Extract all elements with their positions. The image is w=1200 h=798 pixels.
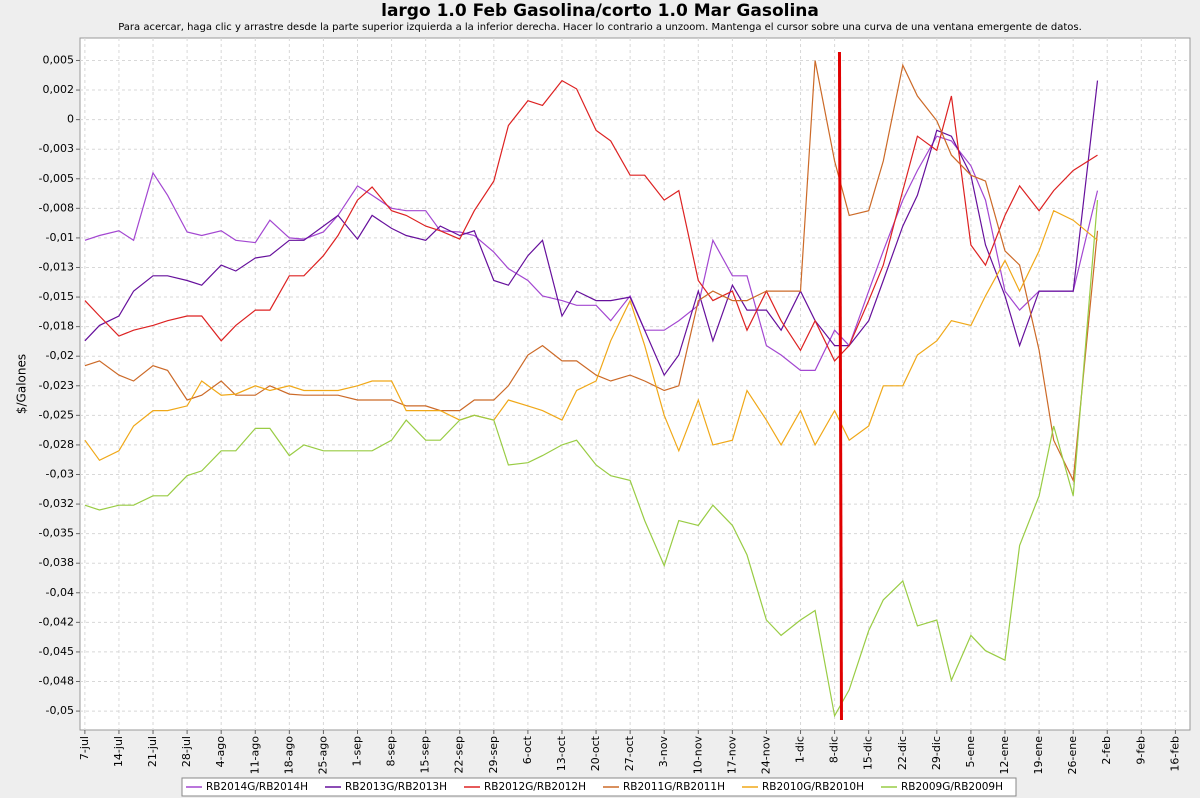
x-tick-label: 14-jul bbox=[112, 736, 125, 767]
legend-label: RB2012G/RB2012H bbox=[484, 781, 586, 793]
chart-title: largo 1.0 Feb Gasolina/corto 1.0 Mar Gas… bbox=[381, 1, 819, 21]
chart-subtitle: Para acercar, haga clic y arrastre desde… bbox=[118, 22, 1082, 33]
x-tick-label: 15-sep bbox=[419, 736, 432, 773]
x-tick-label: 11-ago bbox=[248, 736, 261, 775]
y-tick-label: -0,035 bbox=[39, 527, 74, 540]
y-tick-label: -0,028 bbox=[39, 438, 74, 451]
x-tick-label: 27-oct bbox=[623, 735, 636, 771]
series-line bbox=[84, 200, 1099, 718]
y-tick-label: -0,013 bbox=[39, 260, 74, 273]
x-tick-label: 22-dic bbox=[896, 736, 909, 770]
y-tick-label: -0,05 bbox=[46, 704, 74, 717]
x-tick-label: 22-sep bbox=[453, 736, 466, 773]
y-tick-label: -0,015 bbox=[39, 290, 74, 303]
x-tick-label: 25-ago bbox=[316, 736, 329, 775]
legend-label: RB2014G/RB2014H bbox=[206, 781, 308, 793]
series-line bbox=[84, 209, 1098, 462]
y-tick-label: -0,038 bbox=[39, 556, 74, 569]
legend bbox=[181, 777, 1017, 797]
y-tick-label: -0,02 bbox=[46, 349, 74, 362]
series-line bbox=[84, 135, 1099, 371]
x-tick-label: 24-nov bbox=[759, 736, 772, 775]
x-tick-label: 16-feb bbox=[1168, 736, 1181, 772]
y-tick-label: -0,01 bbox=[46, 231, 74, 244]
y-tick-label: 0,002 bbox=[43, 83, 75, 96]
y-axis-label: $/Galones bbox=[15, 354, 29, 414]
x-tick-label: 28-jul bbox=[180, 736, 193, 767]
y-tick-label: -0,045 bbox=[39, 645, 74, 658]
x-tick-label: 18-ago bbox=[282, 736, 295, 775]
x-tick-label: 29-dic bbox=[930, 736, 943, 770]
x-tick-label: 8-sep bbox=[385, 736, 398, 766]
y-tick-label: 0,005 bbox=[43, 53, 75, 66]
legend-label: RB2013G/RB2013H bbox=[345, 781, 447, 793]
x-tick-label: 20-oct bbox=[589, 735, 602, 771]
series-line bbox=[84, 60, 1099, 483]
x-tick-label: 1-sep bbox=[351, 736, 364, 766]
x-tick-label: 12-ene bbox=[998, 736, 1011, 775]
x-tick-label: 1-dic bbox=[794, 736, 807, 763]
series-line bbox=[84, 80, 1099, 377]
x-tick-label: 10-nov bbox=[691, 736, 704, 775]
legend-label: RB2010G/RB2010H bbox=[762, 781, 864, 793]
x-tick-label: 4-ago bbox=[214, 736, 227, 768]
x-tick-label: 17-nov bbox=[725, 736, 738, 775]
x-tick-label: 13-oct bbox=[555, 735, 568, 771]
x-tick-label: 21-jul bbox=[146, 736, 159, 767]
y-tick-label: -0,042 bbox=[39, 615, 74, 628]
x-tick-label: 7-jul bbox=[78, 736, 91, 760]
x-tick-label: 6-oct bbox=[521, 735, 534, 764]
x-tick-label: 26-ene bbox=[1066, 736, 1079, 775]
y-tick-label: -0,048 bbox=[39, 675, 74, 688]
x-tick-label: 5-ene bbox=[964, 736, 977, 768]
y-tick-label: -0,04 bbox=[46, 586, 74, 599]
y-tick-label: 0 bbox=[67, 113, 74, 126]
series-line bbox=[84, 79, 1098, 362]
legend-label: RB2009G/RB2009H bbox=[901, 781, 1003, 793]
y-tick-label: -0,018 bbox=[39, 320, 74, 333]
x-tick-label: 2-feb bbox=[1100, 736, 1113, 765]
y-tick-label: -0,005 bbox=[39, 172, 74, 185]
legend-label: RB2011G/RB2011H bbox=[623, 781, 725, 793]
y-tick-label: -0,03 bbox=[46, 467, 74, 480]
y-tick-label: -0,008 bbox=[39, 201, 74, 214]
y-tick-label: -0,023 bbox=[39, 379, 74, 392]
x-tick-label: 8-dic bbox=[828, 736, 841, 763]
y-tick-label: -0,003 bbox=[39, 142, 74, 155]
x-tick-label: 9-feb bbox=[1134, 736, 1147, 765]
x-tick-label: 3-nov bbox=[657, 736, 670, 768]
x-tick-label: 15-dic bbox=[862, 736, 875, 770]
x-tick-label: 19-ene bbox=[1032, 736, 1045, 775]
x-tick-label: 29-sep bbox=[487, 736, 500, 773]
y-tick-label: -0,032 bbox=[39, 497, 74, 510]
plot-area bbox=[79, 37, 1191, 731]
marker-line bbox=[837, 51, 843, 721]
y-tick-label: -0,025 bbox=[39, 408, 74, 421]
